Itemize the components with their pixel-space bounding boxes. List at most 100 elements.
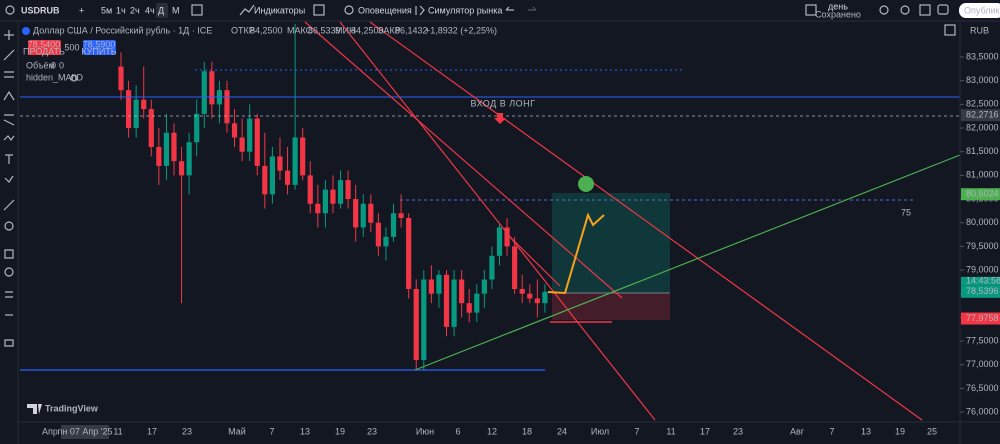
currency[interactable]: RUB <box>970 25 989 35</box>
top-bar <box>0 0 1000 21</box>
price-label: 80,6024 <box>966 189 999 199</box>
replay-button[interactable]: Симулятор рынка <box>428 5 502 15</box>
price-label-box <box>961 109 1000 122</box>
buy-price[interactable]: 78,5900 <box>83 39 116 49</box>
volume-label: Объём <box>26 60 55 70</box>
visibility-icon[interactable] <box>70 74 78 82</box>
buy-button[interactable] <box>83 40 116 55</box>
candle-body <box>466 303 472 313</box>
legend-value: 86,5339 <box>308 25 341 35</box>
price-label-box <box>961 188 1000 201</box>
candle-body <box>496 227 503 256</box>
replay-icon[interactable] <box>415 5 425 16</box>
symbol[interactable]: USDRUB <box>21 5 60 15</box>
candle-body <box>406 217 412 289</box>
candle-body <box>512 246 518 289</box>
settings-icon[interactable] <box>900 5 910 15</box>
legend-label: МИН <box>335 25 355 35</box>
time-label: Июн <box>416 426 434 436</box>
candle-body <box>322 189 328 214</box>
layout-grid-icon[interactable] <box>805 4 817 16</box>
sell-button[interactable] <box>28 40 61 55</box>
price-label-box <box>961 312 1000 325</box>
candle-body <box>209 71 215 105</box>
publish-label[interactable]: Опубликова <box>964 5 1000 15</box>
candle-body <box>247 118 253 152</box>
search-icon[interactable] <box>5 5 15 15</box>
legend-label: ОТКР <box>231 25 255 35</box>
candle-body <box>527 293 533 299</box>
countdown: 14:43:58 <box>966 276 1000 286</box>
interval[interactable]: 2ч <box>130 5 140 15</box>
layout-name[interactable]: день <box>828 1 848 11</box>
interval[interactable]: Д <box>158 5 164 15</box>
quick-search-icon[interactable] <box>879 5 889 15</box>
candle-body <box>254 118 260 166</box>
sell-price[interactable]: 78,5400 <box>28 39 61 49</box>
interval[interactable]: 4ч <box>145 5 155 15</box>
time-label: Июл <box>591 426 609 436</box>
candle-body <box>133 99 139 129</box>
candle-body <box>542 291 548 304</box>
time-label: 23 <box>367 426 377 436</box>
sell-label[interactable]: ПРОДАТЬ <box>23 46 65 56</box>
candle-body <box>163 132 170 166</box>
candle-body <box>474 293 480 313</box>
candle-body <box>224 90 230 124</box>
undo-icon[interactable] <box>505 6 514 11</box>
chart-type-icon[interactable] <box>191 4 203 16</box>
candle-body <box>489 255 495 280</box>
price-label: 78,5396 <box>966 286 999 296</box>
candle-body <box>269 156 275 195</box>
candle-body <box>436 274 442 294</box>
candle-body <box>292 137 298 185</box>
alerts-button[interactable]: Оповещения <box>358 5 412 15</box>
redo-icon[interactable] <box>528 6 537 11</box>
symbol-logo <box>22 27 30 35</box>
publish-button[interactable] <box>959 3 1000 18</box>
indicators-icon[interactable] <box>239 4 255 16</box>
price-tick-label: 76,5000 <box>966 383 999 393</box>
buy-label[interactable]: КУПИТЬ <box>81 46 116 56</box>
indicators-button[interactable]: Индикаторы <box>254 5 305 15</box>
price-tick-label: 77,0000 <box>966 359 999 369</box>
time-label: 17 <box>700 426 710 436</box>
time-label: 11 <box>666 426 675 436</box>
candle-body <box>360 203 366 228</box>
time-label: 13 <box>300 426 310 436</box>
candle-body <box>428 279 434 294</box>
drawing-tools[interactable] <box>3 30 15 347</box>
fullscreen-icon[interactable] <box>919 4 931 16</box>
spread: 500 <box>64 42 79 52</box>
candle-body <box>413 288 419 360</box>
candle-body <box>284 170 291 185</box>
interval[interactable]: 5м <box>101 5 112 15</box>
candle-body <box>375 222 381 247</box>
refresh-icon[interactable] <box>944 24 956 36</box>
candle-body <box>239 137 245 152</box>
interval[interactable]: М <box>172 5 180 15</box>
candle-body <box>421 279 427 360</box>
indicator-label: hidden_MAhD <box>26 72 84 82</box>
candle-body <box>307 175 313 204</box>
candle-body <box>504 227 510 247</box>
add-symbol[interactable]: + <box>79 5 84 15</box>
entry-arrow <box>494 113 506 124</box>
candle-body <box>353 199 359 228</box>
alert-icon[interactable] <box>344 5 354 15</box>
candle-body <box>300 137 306 176</box>
candle-body <box>383 236 389 247</box>
long-position-loss <box>552 293 670 320</box>
legend-value: 86,1432 <box>395 25 428 35</box>
candle-body <box>481 279 487 294</box>
logo: TradingView <box>45 403 99 413</box>
time-label: 6 <box>455 426 460 436</box>
layout-icon[interactable] <box>313 4 325 16</box>
time-label: 7 <box>829 426 834 436</box>
support-trend-line <box>414 154 961 371</box>
time-label: 7 <box>634 426 639 436</box>
time-label: 24 <box>557 426 567 436</box>
snapshot-icon[interactable] <box>937 4 949 15</box>
interval[interactable]: 1ч <box>116 5 126 15</box>
